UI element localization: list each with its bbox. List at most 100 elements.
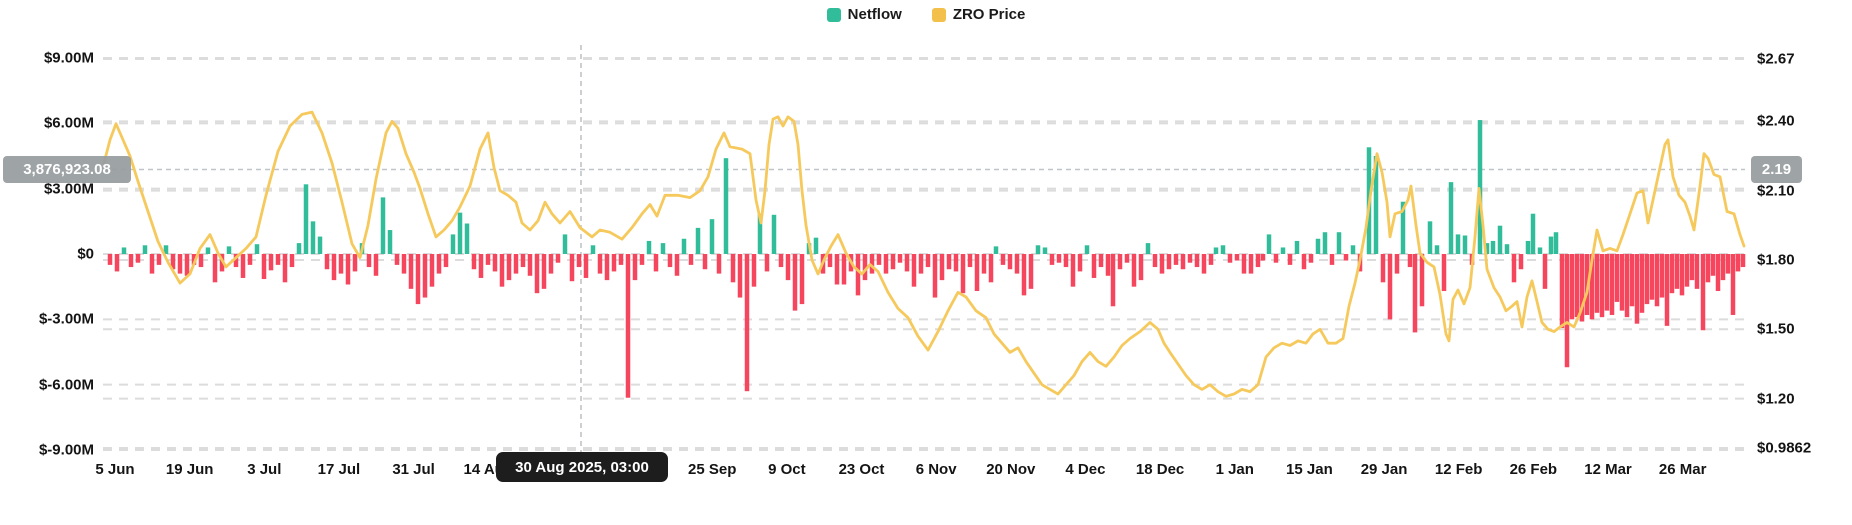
netflow-bar[interactable] bbox=[408, 254, 414, 289]
netflow-bar[interactable] bbox=[233, 254, 239, 268]
netflow-bar[interactable] bbox=[904, 254, 910, 272]
netflow-bar[interactable] bbox=[1689, 254, 1695, 281]
netflow-bar[interactable] bbox=[1294, 240, 1300, 254]
netflow-bar[interactable] bbox=[1273, 254, 1279, 263]
netflow-bar[interactable] bbox=[737, 254, 743, 298]
netflow-bar[interactable] bbox=[1542, 254, 1548, 289]
netflow-bar[interactable] bbox=[1710, 254, 1716, 276]
netflow-bar[interactable] bbox=[1007, 254, 1013, 270]
netflow-bar[interactable] bbox=[730, 254, 736, 283]
netflow-bar[interactable] bbox=[1322, 232, 1328, 254]
netflow-bar[interactable] bbox=[1725, 254, 1731, 274]
netflow-bar[interactable] bbox=[1720, 254, 1726, 281]
netflow-bar[interactable] bbox=[1315, 238, 1321, 254]
netflow-bar[interactable] bbox=[869, 254, 875, 274]
netflow-bar[interactable] bbox=[401, 254, 407, 274]
netflow-bar[interactable] bbox=[254, 244, 260, 254]
netflow-bar[interactable] bbox=[352, 254, 358, 272]
netflow-bar[interactable] bbox=[1579, 254, 1585, 322]
netflow-bar[interactable] bbox=[1614, 254, 1620, 302]
netflow-bar[interactable] bbox=[345, 254, 351, 285]
netflow-bar[interactable] bbox=[1594, 254, 1600, 313]
netflow-bar[interactable] bbox=[688, 254, 694, 265]
netflow-bar[interactable] bbox=[163, 245, 169, 254]
netflow-bar[interactable] bbox=[275, 254, 281, 265]
netflow-bar[interactable] bbox=[1227, 254, 1233, 263]
netflow-bar[interactable] bbox=[632, 254, 638, 281]
netflow-bar[interactable] bbox=[695, 227, 701, 254]
netflow-bar[interactable] bbox=[135, 254, 141, 263]
netflow-bar[interactable] bbox=[366, 254, 372, 268]
netflow-bar[interactable] bbox=[1234, 254, 1240, 261]
netflow-bar[interactable] bbox=[1654, 254, 1660, 307]
netflow-bar[interactable] bbox=[457, 212, 463, 254]
netflow-bar[interactable] bbox=[1000, 254, 1006, 265]
netflow-bar[interactable] bbox=[1497, 225, 1503, 254]
netflow-bar[interactable] bbox=[1679, 254, 1685, 296]
netflow-bar[interactable] bbox=[1308, 254, 1314, 263]
netflow-bar[interactable] bbox=[1715, 254, 1721, 292]
netflow-bar[interactable] bbox=[764, 254, 770, 272]
netflow-bar[interactable] bbox=[527, 254, 533, 276]
netflow-bar[interactable] bbox=[303, 184, 309, 254]
netflow-bar[interactable] bbox=[1180, 254, 1186, 270]
netflow-bar[interactable] bbox=[1131, 254, 1137, 287]
netflow-bar[interactable] bbox=[121, 247, 127, 254]
netflow-bar[interactable] bbox=[1266, 234, 1272, 254]
netflow-bar[interactable] bbox=[1599, 254, 1605, 318]
netflow-bar[interactable] bbox=[667, 254, 673, 268]
netflow-bar[interactable] bbox=[1649, 254, 1655, 300]
netflow-bar[interactable] bbox=[128, 254, 134, 268]
netflow-bar[interactable] bbox=[932, 254, 938, 298]
netflow-bar[interactable] bbox=[1084, 245, 1090, 254]
netflow-bar[interactable] bbox=[771, 214, 777, 254]
netflow-bar[interactable] bbox=[1138, 254, 1144, 281]
netflow-bar[interactable] bbox=[1187, 254, 1193, 263]
netflow-bar[interactable] bbox=[562, 234, 568, 254]
netflow-bar[interactable] bbox=[1145, 243, 1151, 254]
netflow-bar[interactable] bbox=[1564, 254, 1570, 368]
netflow-bar[interactable] bbox=[1504, 244, 1510, 254]
netflow-bar[interactable] bbox=[723, 158, 729, 254]
netflow-bar[interactable] bbox=[156, 254, 162, 265]
netflow-bar[interactable] bbox=[1255, 254, 1261, 268]
netflow-bar[interactable] bbox=[324, 254, 330, 270]
netflow-bar[interactable] bbox=[1056, 254, 1062, 263]
netflow-bar[interactable] bbox=[897, 254, 903, 263]
netflow-bar[interactable] bbox=[1042, 247, 1048, 254]
netflow-bar[interactable] bbox=[974, 254, 980, 292]
netflow-bar[interactable] bbox=[834, 254, 840, 285]
netflow-bar[interactable] bbox=[149, 254, 155, 274]
netflow-bar[interactable] bbox=[1419, 254, 1425, 307]
netflow-bar[interactable] bbox=[240, 254, 246, 278]
netflow-bar[interactable] bbox=[1604, 254, 1610, 311]
netflow-bar[interactable] bbox=[1705, 254, 1711, 283]
netflow-bar[interactable] bbox=[1208, 254, 1214, 265]
netflow-bar[interactable] bbox=[1241, 254, 1247, 274]
netflow-bar[interactable] bbox=[226, 246, 232, 254]
netflow-bar[interactable] bbox=[1260, 254, 1266, 261]
netflow-bar[interactable] bbox=[583, 254, 589, 278]
netflow-bar[interactable] bbox=[450, 234, 456, 254]
netflow-bar[interactable] bbox=[492, 254, 498, 272]
netflow-bar[interactable] bbox=[1518, 254, 1524, 270]
netflow-bar[interactable] bbox=[1462, 235, 1468, 254]
netflow-bar[interactable] bbox=[373, 254, 379, 276]
netflow-bar[interactable] bbox=[604, 254, 610, 281]
netflow-bar[interactable] bbox=[1427, 221, 1433, 254]
netflow-bar[interactable] bbox=[261, 254, 267, 280]
netflow-bar[interactable] bbox=[1537, 247, 1543, 254]
netflow-bar[interactable] bbox=[792, 254, 798, 311]
netflow-bar[interactable] bbox=[317, 236, 323, 254]
netflow-bar[interactable] bbox=[953, 254, 959, 272]
netflow-bar[interactable] bbox=[331, 254, 337, 281]
zro-price-line[interactable] bbox=[102, 110, 1746, 398]
netflow-bar[interactable] bbox=[1624, 254, 1630, 318]
netflow-bar[interactable] bbox=[429, 254, 435, 287]
netflow-bar[interactable] bbox=[757, 213, 763, 254]
netflow-bar[interactable] bbox=[1664, 254, 1670, 326]
netflow-bar[interactable] bbox=[716, 254, 722, 274]
netflow-bar[interactable] bbox=[1152, 254, 1158, 268]
netflow-bar[interactable] bbox=[702, 254, 708, 270]
